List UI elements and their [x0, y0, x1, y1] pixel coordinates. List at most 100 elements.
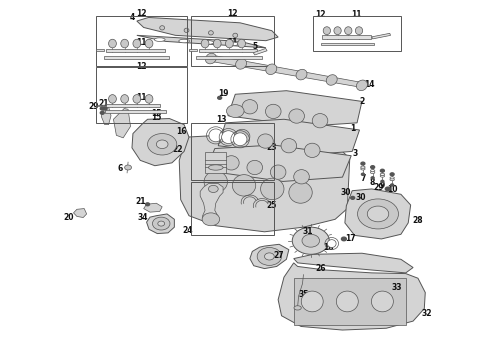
Text: 19: 19: [218, 89, 228, 98]
Text: 12: 12: [316, 10, 326, 19]
Ellipse shape: [145, 95, 153, 103]
Text: 29: 29: [373, 183, 384, 192]
Circle shape: [202, 213, 220, 226]
Polygon shape: [147, 214, 174, 234]
Ellipse shape: [208, 165, 223, 170]
Polygon shape: [250, 244, 289, 269]
Ellipse shape: [361, 168, 365, 170]
Text: 15: 15: [151, 113, 162, 122]
Polygon shape: [218, 119, 360, 156]
Polygon shape: [345, 189, 411, 239]
Ellipse shape: [242, 100, 258, 114]
Ellipse shape: [390, 177, 394, 179]
Ellipse shape: [221, 131, 235, 144]
Text: 5: 5: [252, 41, 257, 50]
Bar: [98, 105, 105, 106]
Bar: [192, 123, 274, 180]
Bar: [196, 56, 262, 59]
Circle shape: [152, 217, 170, 230]
Text: 16: 16: [176, 127, 186, 136]
Polygon shape: [228, 91, 362, 126]
Text: 11: 11: [351, 10, 361, 19]
Polygon shape: [278, 263, 425, 330]
Ellipse shape: [121, 39, 128, 48]
Ellipse shape: [270, 165, 286, 179]
Bar: [253, 49, 267, 55]
Polygon shape: [144, 203, 162, 212]
Ellipse shape: [289, 182, 312, 203]
Circle shape: [124, 165, 131, 170]
Circle shape: [265, 253, 274, 260]
Text: 21: 21: [98, 99, 109, 108]
Circle shape: [380, 169, 384, 172]
Bar: [294, 278, 406, 325]
Text: 24: 24: [182, 225, 193, 234]
Text: 6: 6: [118, 164, 123, 173]
Text: 32: 32: [422, 310, 432, 319]
Text: 11: 11: [136, 38, 147, 47]
Polygon shape: [294, 253, 413, 273]
Bar: [372, 33, 391, 39]
Circle shape: [158, 221, 165, 226]
Ellipse shape: [109, 95, 116, 103]
Circle shape: [361, 162, 365, 165]
Ellipse shape: [223, 156, 239, 170]
Circle shape: [390, 173, 394, 176]
Ellipse shape: [247, 160, 263, 175]
Ellipse shape: [370, 170, 375, 172]
Ellipse shape: [380, 173, 385, 175]
Ellipse shape: [355, 27, 363, 35]
Text: 15: 15: [151, 109, 162, 118]
Ellipse shape: [205, 53, 217, 64]
Text: 1: 1: [350, 124, 355, 133]
Bar: [313, 16, 401, 51]
Bar: [192, 16, 274, 66]
Ellipse shape: [204, 171, 227, 193]
Text: 11: 11: [227, 38, 238, 47]
Text: 34: 34: [137, 213, 147, 222]
Ellipse shape: [213, 39, 221, 48]
Ellipse shape: [266, 104, 281, 118]
Text: 22: 22: [172, 145, 183, 154]
Circle shape: [257, 248, 282, 265]
Ellipse shape: [121, 95, 128, 103]
Ellipse shape: [356, 80, 368, 91]
Ellipse shape: [390, 179, 394, 181]
Polygon shape: [114, 109, 130, 138]
Circle shape: [362, 173, 365, 175]
Polygon shape: [137, 18, 278, 41]
Ellipse shape: [225, 39, 233, 48]
Polygon shape: [132, 118, 189, 166]
Ellipse shape: [236, 59, 246, 69]
Ellipse shape: [371, 291, 393, 312]
Circle shape: [218, 96, 221, 99]
Bar: [104, 56, 170, 59]
Text: 31: 31: [302, 227, 313, 236]
Text: 20: 20: [63, 213, 74, 222]
Ellipse shape: [336, 291, 358, 312]
Circle shape: [156, 140, 168, 149]
Ellipse shape: [323, 27, 331, 35]
Ellipse shape: [179, 39, 190, 43]
Text: 3: 3: [352, 149, 357, 158]
Ellipse shape: [334, 27, 341, 35]
Ellipse shape: [227, 42, 238, 46]
Circle shape: [103, 107, 107, 110]
Text: 18: 18: [323, 243, 334, 252]
Ellipse shape: [261, 178, 284, 200]
Ellipse shape: [203, 41, 214, 44]
Bar: [106, 49, 165, 52]
Ellipse shape: [238, 39, 245, 48]
Circle shape: [385, 187, 390, 191]
Ellipse shape: [304, 143, 320, 157]
Ellipse shape: [234, 129, 250, 144]
Text: 28: 28: [412, 216, 423, 225]
Text: 25: 25: [266, 201, 276, 210]
Circle shape: [358, 199, 398, 229]
Polygon shape: [200, 184, 223, 225]
Bar: [189, 49, 197, 51]
Text: 30: 30: [341, 188, 351, 197]
Circle shape: [100, 111, 104, 114]
Text: 12: 12: [227, 9, 238, 18]
Text: 33: 33: [391, 283, 402, 292]
